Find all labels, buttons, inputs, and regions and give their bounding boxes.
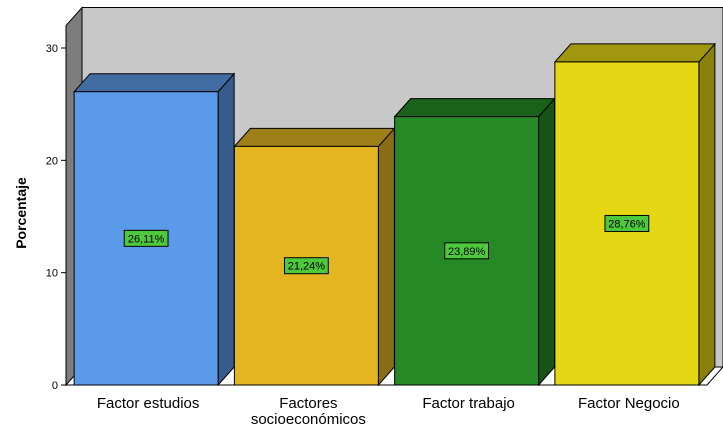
bar-side-face xyxy=(538,97,556,387)
y-axis-title: Porcentaje xyxy=(13,177,29,249)
bar xyxy=(73,72,236,387)
bar-top-face xyxy=(553,43,716,63)
x-tick-label-line: Factor trabajo xyxy=(422,395,515,412)
bar xyxy=(393,97,556,387)
data-label-box xyxy=(123,229,169,247)
y-tick-label: 20 xyxy=(46,155,58,167)
x-tick-label: Factor estudios xyxy=(97,395,200,412)
chart-bars xyxy=(73,42,716,387)
data-label-box xyxy=(604,214,650,232)
y-tick-label: 10 xyxy=(46,268,58,280)
bar xyxy=(553,42,716,387)
bar-side-face xyxy=(698,42,716,387)
bar-side-face xyxy=(377,127,395,387)
y-tick-label: 0 xyxy=(52,380,58,392)
bar-top-face xyxy=(233,127,396,147)
x-tick-label: Factores socioeconómicos xyxy=(251,395,366,428)
x-tick-label-line: socioeconómicos xyxy=(251,411,366,428)
bar-side-face xyxy=(217,72,235,387)
bar-top-face xyxy=(393,98,556,118)
x-tick-label-line: Factor Negocio xyxy=(578,395,680,412)
data-label: 26,11% xyxy=(128,233,165,245)
x-tick-label: Factor trabajo xyxy=(422,395,515,412)
data-label-box xyxy=(444,242,490,260)
chart-labels: 26,11% Factor estudios 21,24% Factores socio… xyxy=(97,214,680,428)
x-tick-label-line: Factores xyxy=(279,395,337,412)
bar xyxy=(233,127,396,387)
data-label-box xyxy=(283,257,329,275)
data-label: 21,24% xyxy=(288,261,326,273)
floor-edge xyxy=(706,366,723,386)
x-tick-label-line: Factor estudios xyxy=(97,395,200,412)
y-tick-label: 30 xyxy=(46,43,58,55)
x-tick-label: Factor Negocio xyxy=(578,395,680,412)
bar-top-face xyxy=(73,73,236,93)
data-label: 23,89% xyxy=(448,246,486,258)
data-label: 28,76% xyxy=(608,218,646,230)
